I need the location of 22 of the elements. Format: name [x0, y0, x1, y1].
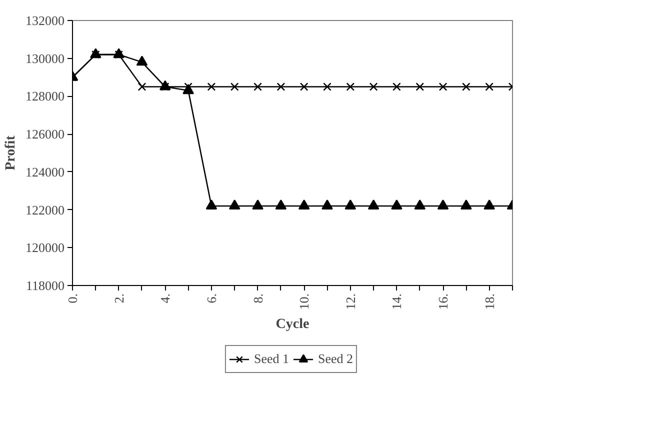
x-tick-label: 12.: [342, 294, 358, 310]
x-tick-label: 16.: [436, 294, 451, 310]
x-axis-title: Cycle: [276, 316, 310, 332]
x-tick-label: 2.: [111, 294, 126, 304]
x-tick-label: 8.: [250, 294, 266, 304]
legend-label: Seed 2: [318, 351, 354, 367]
x-tick-label: 4.: [158, 294, 173, 304]
x-tick-label: 6.: [204, 294, 219, 304]
y-tick-label: 120000: [26, 240, 64, 256]
x-tick-label: 10.: [296, 294, 312, 310]
y-tick-label: 124000: [26, 164, 64, 180]
x-tick-label: 18.: [482, 294, 497, 310]
legend-label: Seed 1: [254, 351, 289, 367]
y-tick-label: 122000: [26, 202, 64, 218]
y-tick-label: 128000: [26, 88, 64, 104]
y-tick-label: 130000: [26, 50, 64, 66]
y-tick-label: 118000: [26, 278, 65, 293]
x-tick-label: 0.: [65, 294, 80, 304]
y-axis-title: Profit: [4, 135, 18, 170]
y-tick-label: 126000: [26, 126, 64, 142]
x-tick-label: 14.: [389, 294, 404, 310]
y-tick-label: 132000: [26, 13, 64, 28]
